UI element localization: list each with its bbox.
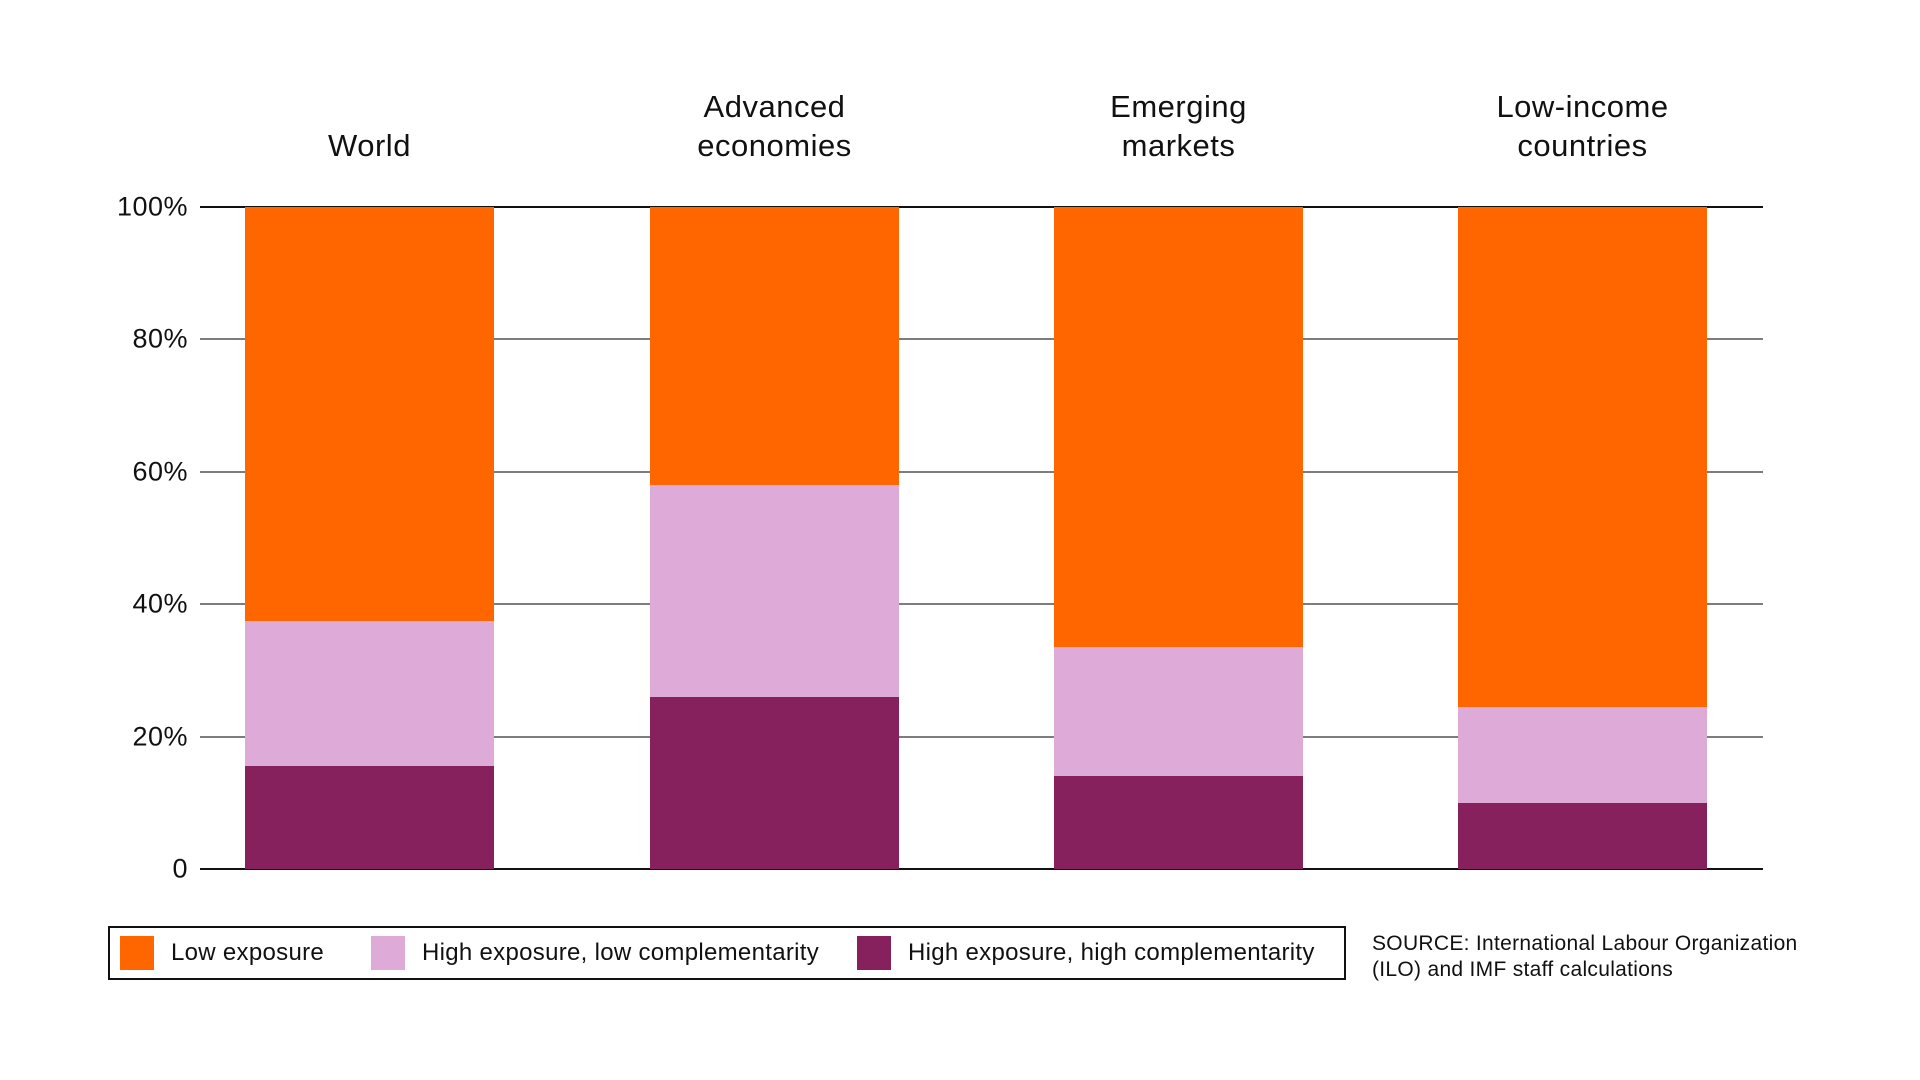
category-label-line: World xyxy=(328,128,411,163)
bar-low-income xyxy=(1458,207,1707,869)
gridline-100 xyxy=(200,206,1763,208)
legend-item-high-low: High exposure, low complementarity xyxy=(371,928,819,978)
source-line-1: SOURCE: International Labour Organizatio… xyxy=(1372,932,1798,955)
legend-label-high-high: High exposure, high complementarity xyxy=(908,939,1315,966)
y-tick-label-20: 20% xyxy=(132,721,188,752)
bar-world xyxy=(245,207,494,869)
gridline-60 xyxy=(200,470,1763,473)
y-tick-label-80: 80% xyxy=(132,323,188,354)
segment-world-low xyxy=(245,207,494,621)
segment-low-income-high-low xyxy=(1458,706,1707,803)
category-label-line: Low-income xyxy=(1496,89,1669,124)
category-label-world: World xyxy=(160,126,580,165)
segment-advanced-high-high xyxy=(650,696,899,869)
gridline-80 xyxy=(200,338,1763,341)
gridline-20 xyxy=(200,735,1763,738)
y-tick-label-100: 100% xyxy=(116,191,188,222)
segment-advanced-high-low xyxy=(650,485,899,697)
legend-label-high-low: High exposure, low complementarity xyxy=(422,939,820,966)
category-label-line: markets xyxy=(1121,128,1236,163)
category-label-line: countries xyxy=(1517,128,1648,163)
legend-item-high-high: High exposure, high complementarity xyxy=(857,928,1315,978)
y-tick-label-40: 40% xyxy=(132,588,188,619)
category-label-low-income: Low-income countries xyxy=(1373,87,1793,165)
gridline-40 xyxy=(200,603,1763,606)
segment-emerging-high-high xyxy=(1054,776,1303,869)
source-line-2: (ILO) and IMF staff calculations xyxy=(1372,958,1673,981)
legend-label-low: Low exposure xyxy=(171,939,325,966)
bar-emerging xyxy=(1054,207,1303,869)
segment-low-income-high-high xyxy=(1458,802,1707,869)
segment-advanced-low xyxy=(650,207,899,486)
segment-emerging-high-low xyxy=(1054,647,1303,777)
segment-emerging-low xyxy=(1054,207,1303,648)
source-note: SOURCE: International Labour Organizatio… xyxy=(1372,931,1912,983)
bar-advanced xyxy=(650,207,899,869)
segment-world-high-high xyxy=(245,766,494,869)
category-label-emerging: Emerging markets xyxy=(969,87,1389,165)
category-label-advanced: Advanced economies xyxy=(565,87,985,165)
legend-swatch-high-high xyxy=(857,936,891,970)
segment-low-income-low xyxy=(1458,207,1707,707)
legend-item-low: Low exposure xyxy=(120,928,324,978)
legend: Low exposure High exposure, low complemen… xyxy=(108,926,1346,980)
legend-swatch-low xyxy=(120,936,154,970)
category-label-line: economies xyxy=(697,128,852,163)
segment-world-high-low xyxy=(245,620,494,767)
category-label-line: Emerging xyxy=(1110,89,1247,124)
gridline-0 xyxy=(200,868,1763,870)
legend-swatch-high-low xyxy=(371,936,405,970)
category-label-line: Advanced xyxy=(703,89,846,124)
plot-area: 100% 80% 60% 40% 20% 0 World Advanced economies E… xyxy=(117,89,1763,884)
y-tick-label-0: 0 xyxy=(172,853,188,884)
y-tick-label-60: 60% xyxy=(132,456,188,487)
